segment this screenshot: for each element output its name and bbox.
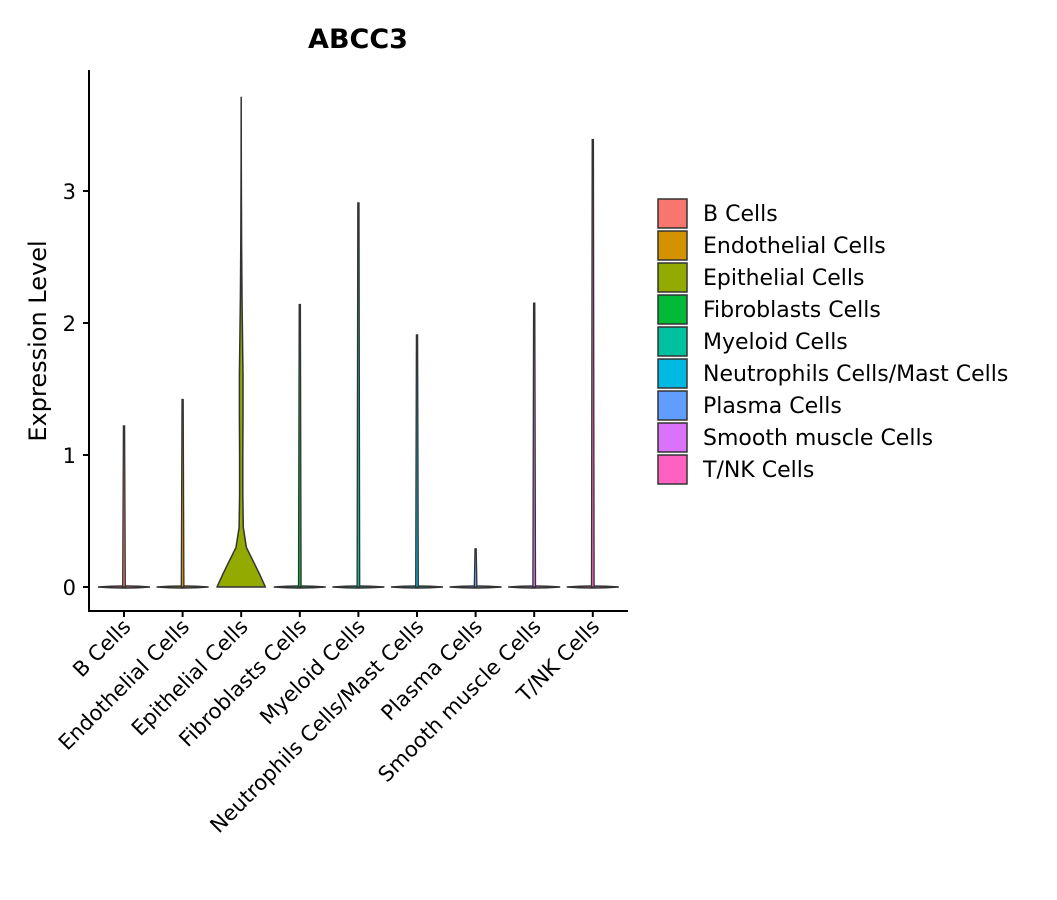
y-tick-label: 0 [63, 576, 76, 600]
legend-label: T/NK Cells [702, 458, 814, 483]
legend-label: Smooth muscle Cells [703, 426, 933, 451]
y-tick-label: 3 [63, 180, 76, 204]
violin-tail [473, 548, 478, 588]
legend-swatch [657, 294, 688, 325]
violin [449, 548, 502, 589]
violin-tail [590, 138, 595, 588]
violin-tail [356, 202, 361, 588]
legend-swatch [657, 198, 688, 229]
violin [216, 96, 267, 588]
violin-body [216, 96, 267, 588]
violin [566, 138, 619, 589]
legend-swatch [657, 390, 688, 421]
y-ticks: 0 1 2 3 [63, 180, 89, 600]
legend-label: Epithelial Cells [703, 266, 864, 291]
x-tick-label: Neutrophils Cells/Mast Cells [205, 615, 428, 838]
y-axis-label: Expression Level [24, 240, 52, 441]
legend-label: Fibroblasts Cells [703, 298, 881, 323]
legend-label: Plasma Cells [703, 394, 842, 419]
legend-item: Neutrophils Cells/Mast Cells [657, 358, 1008, 389]
legend-item: Smooth muscle Cells [657, 422, 933, 453]
legend-item: Myeloid Cells [657, 326, 848, 357]
violin [508, 302, 561, 589]
violin-tail [122, 425, 126, 588]
legend-swatch [657, 230, 688, 261]
legend-label: Endothelial Cells [703, 234, 886, 259]
legend-label: B Cells [703, 202, 778, 227]
legend-item: Epithelial Cells [657, 262, 864, 293]
violin [156, 398, 209, 589]
x-tick-label: Myeloid Cells [255, 615, 370, 730]
legend-swatch [657, 454, 688, 485]
legend-swatch [657, 358, 688, 389]
x-tick-label: Plasma Cells [376, 615, 487, 726]
violin [332, 202, 385, 589]
legend: B Cells Endothelial Cells Epithelial Cells… [657, 198, 1008, 485]
violin-tail [297, 303, 302, 588]
legend-swatch [657, 262, 688, 293]
legend-swatch [657, 326, 688, 357]
legend-item: T/NK Cells [657, 454, 814, 485]
violin [273, 303, 326, 589]
violins [97, 96, 619, 589]
y-tick-label: 2 [63, 312, 76, 336]
legend-swatch [657, 422, 688, 453]
legend-item: Plasma Cells [657, 390, 842, 421]
legend-item: B Cells [657, 198, 778, 229]
violin-tail [415, 334, 419, 588]
legend-item: Fibroblasts Cells [657, 294, 881, 325]
violin-tail [532, 302, 537, 588]
violin-tail [180, 398, 185, 588]
legend-label: Myeloid Cells [703, 330, 848, 355]
y-tick-label: 1 [63, 444, 76, 468]
violin [390, 334, 444, 589]
chart-title: ABCC3 [308, 24, 408, 55]
legend-item: Endothelial Cells [657, 230, 886, 261]
violin [97, 425, 151, 589]
legend-label: Neutrophils Cells/Mast Cells [703, 362, 1008, 387]
